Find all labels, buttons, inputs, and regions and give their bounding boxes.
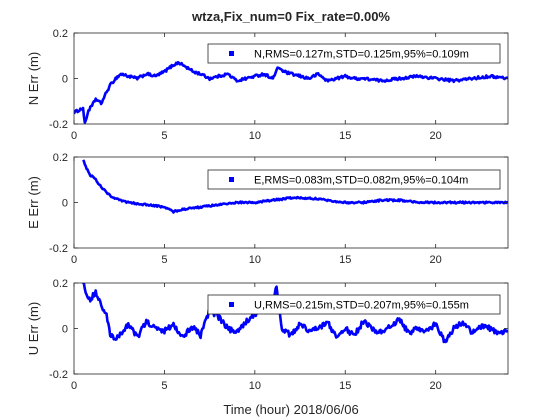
e-x-tick-label: 10 bbox=[249, 254, 261, 266]
u-x-tick-label: 20 bbox=[430, 380, 442, 392]
e-err-axes: 0 5 10 15 20-0.200.2E Err (m) E,RMS=0.083m,ST… bbox=[26, 152, 509, 266]
figure-title: wtza,Fix_num=0 Fix_rate=0.00% bbox=[191, 9, 390, 24]
n-x-tick-label: 5 bbox=[161, 130, 167, 142]
e-series-line bbox=[81, 159, 508, 214]
n-y-axis-label: N Err (m) bbox=[26, 52, 41, 105]
e-legend-marker bbox=[229, 177, 234, 182]
n-x-tick-label: 0 bbox=[71, 130, 77, 142]
e-legend: E,RMS=0.083m,STD=0.082m,95%=0.104m bbox=[207, 169, 501, 190]
u-legend: U,RMS=0.215m,STD=0.207m,95%=0.155m bbox=[207, 294, 501, 315]
e-x-tick-label: 5 bbox=[161, 254, 167, 266]
e-y-axis-label: E Err (m) bbox=[26, 176, 41, 229]
e-y-tick-label: 0 bbox=[62, 198, 68, 210]
x-axis-label: Time (hour) 2018/06/06 bbox=[223, 402, 358, 417]
n-y-tick-label: 0.2 bbox=[53, 28, 68, 40]
n-legend-marker bbox=[229, 51, 234, 56]
u-x-tick-label: 0 bbox=[71, 380, 77, 392]
u-x-tick-label: 15 bbox=[339, 380, 351, 392]
u-y-axis-label: U Err (m) bbox=[26, 302, 41, 355]
e-y-tick-label: -0.2 bbox=[49, 243, 68, 255]
u-legend-marker bbox=[229, 302, 234, 307]
n-x-tick-label: 10 bbox=[249, 130, 261, 142]
e-x-tick-label: 0 bbox=[71, 254, 77, 266]
u-legend-box bbox=[207, 294, 501, 315]
n-series-line bbox=[74, 60, 508, 124]
e-y-tick-label: 0.2 bbox=[53, 152, 68, 164]
u-series-line bbox=[82, 283, 508, 344]
e-x-tick-label: 15 bbox=[339, 254, 351, 266]
n-legend: N,RMS=0.127m,STD=0.125m,95%=0.109m bbox=[207, 43, 501, 64]
n-x-tick-label: 20 bbox=[430, 130, 442, 142]
u-x-tick-label: 10 bbox=[249, 380, 261, 392]
e-x-tick-label: 20 bbox=[430, 254, 442, 266]
u-x-tick-label: 5 bbox=[161, 380, 167, 392]
n-legend-box bbox=[207, 43, 501, 64]
e-legend-box bbox=[207, 169, 501, 190]
u-err-axes: 0 5 10 15 20-0.200.2U Err (m) U,RMS=0.215m,ST… bbox=[26, 278, 509, 392]
u-y-tick-label: -0.2 bbox=[49, 369, 68, 381]
u-y-tick-label: 0.2 bbox=[53, 278, 68, 290]
e-legend-label: E,RMS=0.083m,STD=0.082m,95%=0.104m bbox=[254, 175, 468, 187]
u-y-tick-label: 0 bbox=[62, 324, 68, 336]
u-legend-label: U,RMS=0.215m,STD=0.207m,95%=0.155m bbox=[254, 300, 469, 312]
n-err-axes: 0 5 10 15 20-0.200.2N Err (m) N,RMS=0.127m,ST… bbox=[26, 28, 509, 142]
n-y-tick-label: -0.2 bbox=[49, 119, 68, 131]
n-legend-label: N,RMS=0.127m,STD=0.125m,95%=0.109m bbox=[254, 49, 469, 61]
n-y-tick-label: 0 bbox=[62, 74, 68, 86]
n-x-tick-label: 15 bbox=[339, 130, 351, 142]
